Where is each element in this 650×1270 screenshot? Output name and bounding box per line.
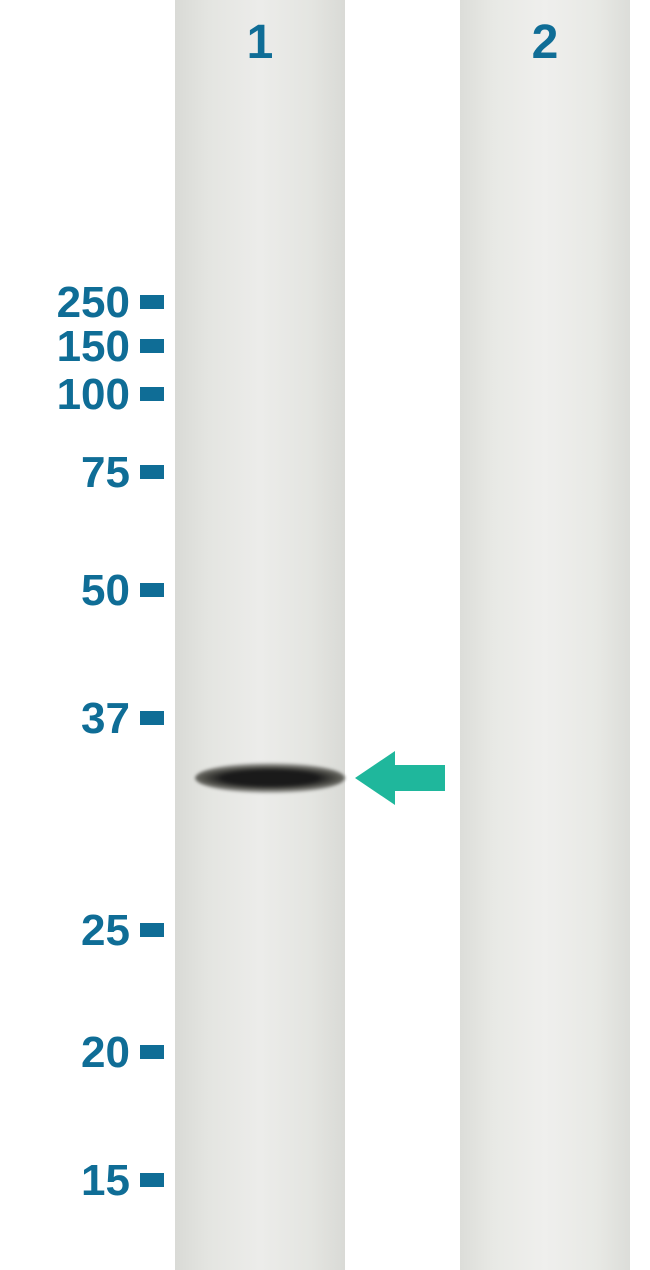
marker-label-75: 75 bbox=[10, 448, 130, 498]
lane-2-strip bbox=[460, 0, 630, 1270]
marker-tick-20 bbox=[140, 1045, 164, 1059]
blot-figure: 1 2 250 150 100 75 50 37 25 20 15 bbox=[0, 0, 650, 1270]
marker-tick-250 bbox=[140, 295, 164, 309]
lane-label-2: 2 bbox=[530, 15, 560, 70]
marker-tick-100 bbox=[140, 387, 164, 401]
band-lane1 bbox=[195, 763, 345, 793]
marker-label-100: 100 bbox=[10, 370, 130, 420]
marker-label-150: 150 bbox=[10, 322, 130, 372]
marker-label-250: 250 bbox=[10, 278, 130, 328]
marker-tick-50 bbox=[140, 583, 164, 597]
marker-tick-75 bbox=[140, 465, 164, 479]
marker-label-20: 20 bbox=[10, 1028, 130, 1078]
lane-label-1: 1 bbox=[245, 15, 275, 70]
marker-tick-37 bbox=[140, 711, 164, 725]
marker-label-25: 25 bbox=[10, 906, 130, 956]
lane-1-strip bbox=[175, 0, 345, 1270]
marker-tick-25 bbox=[140, 923, 164, 937]
marker-label-15: 15 bbox=[10, 1156, 130, 1206]
marker-tick-15 bbox=[140, 1173, 164, 1187]
band-arrow-icon bbox=[355, 748, 445, 808]
marker-label-37: 37 bbox=[10, 694, 130, 744]
marker-label-50: 50 bbox=[10, 566, 130, 616]
marker-tick-150 bbox=[140, 339, 164, 353]
